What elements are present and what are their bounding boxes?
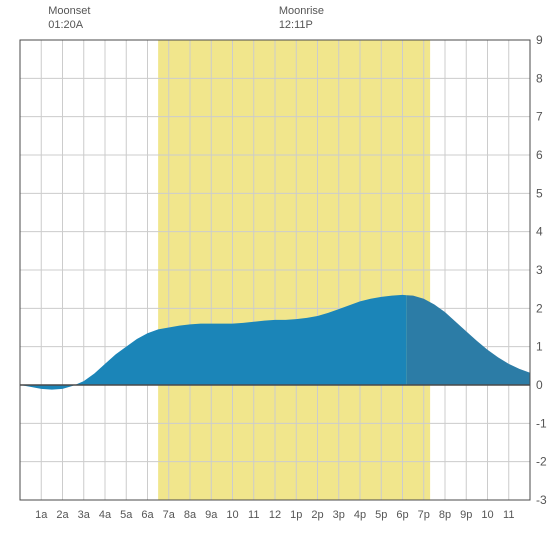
xtick-label: 4a (99, 509, 112, 521)
xtick-label: 10 (226, 509, 238, 521)
xtick-label: 10 (481, 509, 493, 521)
xtick-label: 2a (56, 509, 69, 521)
moonset-label: Moonset 01:20A (48, 4, 90, 33)
moonrise-label: Moonrise 12:11P (279, 4, 324, 33)
xtick-label: 6a (141, 509, 154, 521)
ytick-label: 0 (536, 378, 543, 392)
tide-chart: Moonset 01:20A Moonrise 12:11P -3-2-1012… (0, 0, 550, 550)
ytick-label: 1 (536, 340, 543, 354)
ytick-label: 7 (536, 110, 543, 124)
xtick-label: 7p (418, 509, 430, 521)
xtick-label: 5a (120, 509, 133, 521)
xtick-label: 2p (311, 509, 323, 521)
xtick-label: 6p (396, 509, 408, 521)
chart-svg: -3-2-101234567891a2a3a4a5a6a7a8a9a101112… (0, 0, 550, 550)
moonrise-time: 12:11P (279, 18, 324, 32)
xtick-label: 5p (375, 509, 387, 521)
ytick-label: 8 (536, 71, 543, 85)
xtick-label: 1a (35, 509, 48, 521)
xtick-label: 11 (503, 509, 514, 521)
moonrise-title: Moonrise (279, 4, 324, 18)
ytick-label: 6 (536, 148, 543, 162)
xtick-label: 8p (439, 509, 451, 521)
xtick-label: 3p (333, 509, 345, 521)
ytick-label: 5 (536, 186, 543, 200)
xtick-label: 11 (248, 509, 259, 521)
xtick-label: 8a (184, 509, 197, 521)
ytick-label: 4 (536, 225, 543, 239)
moonset-time: 01:20A (48, 18, 90, 32)
ytick-label: 9 (536, 33, 543, 47)
xtick-label: 1p (290, 509, 302, 521)
xtick-label: 3a (78, 509, 91, 521)
xtick-label: 9a (205, 509, 218, 521)
ytick-label: -2 (536, 455, 547, 469)
moonset-title: Moonset (48, 4, 90, 18)
xtick-label: 12 (269, 509, 281, 521)
ytick-label: -3 (536, 493, 547, 507)
ytick-label: -1 (536, 416, 547, 430)
ytick-label: 3 (536, 263, 543, 277)
xtick-label: 9p (460, 509, 472, 521)
ytick-label: 2 (536, 301, 543, 315)
xtick-label: 7a (163, 509, 176, 521)
xtick-label: 4p (354, 509, 366, 521)
